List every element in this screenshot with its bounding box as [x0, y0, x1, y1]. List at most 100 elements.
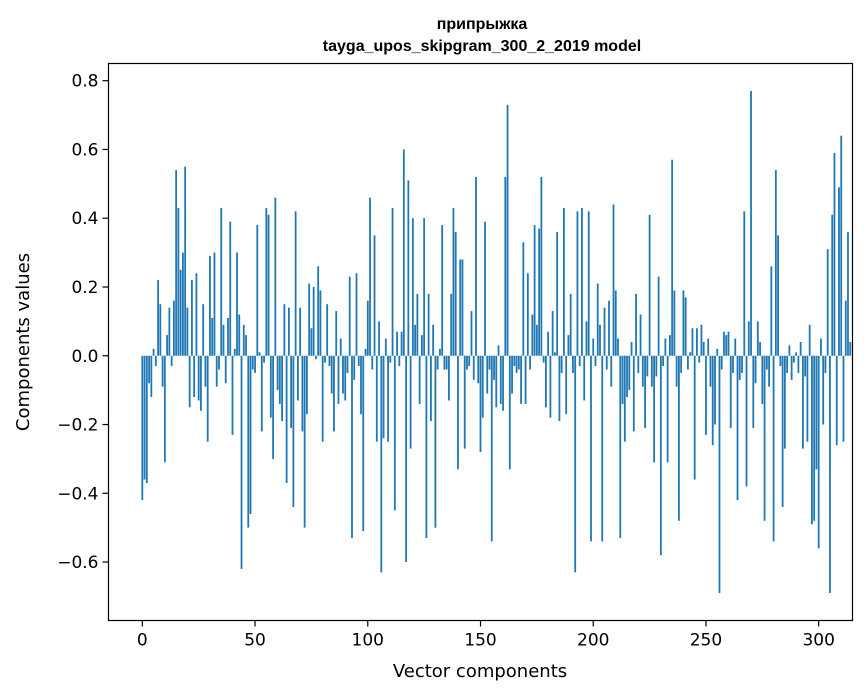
bar [330, 355, 333, 394]
bar [242, 324, 245, 356]
bar [549, 355, 552, 418]
bar [188, 355, 191, 408]
bar [668, 335, 671, 356]
bar [720, 355, 723, 370]
bar [772, 355, 775, 542]
bar [405, 355, 407, 563]
bar [565, 355, 568, 415]
bar [143, 355, 146, 480]
bar [299, 307, 302, 356]
bar [558, 355, 561, 422]
bar [718, 355, 721, 593]
bar [750, 91, 752, 356]
bar [457, 355, 459, 470]
bar [709, 355, 712, 387]
bar [191, 280, 193, 356]
bar [678, 355, 680, 521]
bar [835, 355, 838, 446]
bar [182, 252, 184, 356]
bar [797, 355, 800, 373]
bar [637, 355, 640, 373]
bar [838, 187, 840, 356]
bar [752, 355, 755, 428]
bar [635, 293, 637, 356]
bar [517, 355, 520, 370]
bar [738, 355, 741, 380]
bar [265, 207, 268, 356]
bar [682, 290, 685, 356]
y-tick-label: 0.4 [71, 209, 98, 229]
bar [693, 355, 696, 480]
bar [820, 338, 822, 356]
bar [186, 307, 189, 356]
bar [587, 211, 590, 356]
bar [538, 228, 541, 356]
bar [756, 321, 759, 356]
bar [648, 214, 651, 356]
bar [290, 355, 293, 428]
bar [240, 355, 243, 569]
bar [822, 355, 825, 425]
bar [452, 207, 455, 356]
bar [644, 355, 646, 428]
bar [227, 317, 229, 356]
bar [157, 280, 159, 356]
bar [342, 355, 344, 394]
bar [441, 225, 444, 356]
bar [831, 214, 834, 356]
bar [770, 266, 773, 356]
bar [795, 352, 798, 356]
bar [804, 355, 807, 377]
bar [531, 314, 534, 356]
bar [743, 211, 746, 356]
bar [448, 355, 450, 401]
bar [849, 342, 852, 356]
bar [445, 355, 448, 370]
bar [472, 355, 475, 380]
bar [152, 348, 155, 356]
bar [145, 355, 148, 483]
bar [808, 324, 811, 356]
bar [450, 293, 453, 356]
bar [581, 207, 583, 356]
x-tick-label: 100 [352, 631, 384, 651]
bar [353, 355, 356, 380]
bar [741, 355, 743, 373]
bar [745, 355, 748, 487]
bar [824, 355, 827, 373]
bar [337, 355, 340, 404]
bar [806, 355, 809, 442]
bar [506, 104, 509, 356]
bar [488, 355, 491, 370]
bar [497, 345, 500, 356]
bar [357, 355, 360, 367]
bar [159, 304, 162, 356]
bar [303, 355, 306, 528]
bar [711, 355, 714, 446]
bar [608, 300, 610, 356]
bar [833, 152, 836, 356]
bar [161, 355, 164, 387]
bar [168, 307, 171, 356]
bar [339, 338, 342, 356]
bar [847, 231, 849, 356]
bar [526, 273, 529, 356]
bar [585, 321, 588, 356]
bar [691, 328, 694, 356]
bar [641, 355, 644, 387]
bar [362, 355, 365, 532]
bar [630, 342, 633, 356]
bar [360, 355, 362, 415]
bar [393, 355, 396, 511]
bar [236, 252, 238, 356]
bar [260, 355, 263, 432]
bar [267, 214, 270, 356]
bar [328, 355, 331, 367]
bar [211, 317, 214, 356]
bar [414, 324, 417, 356]
bar [657, 276, 660, 356]
bar [520, 355, 522, 404]
bar [396, 331, 398, 356]
bar [761, 355, 764, 404]
bar [702, 342, 705, 356]
